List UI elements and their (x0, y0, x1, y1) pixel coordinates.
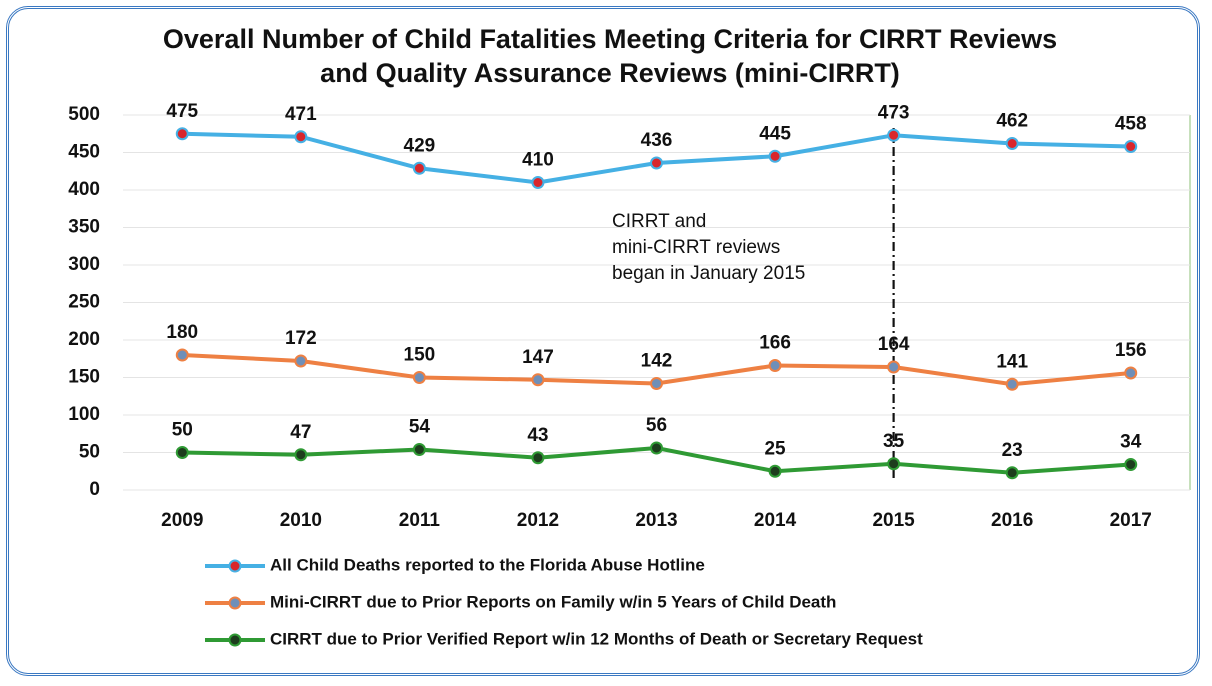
y-tick-label: 450 (68, 142, 100, 163)
y-tick-label: 200 (68, 329, 100, 350)
y-tick-label: 300 (68, 254, 100, 275)
chart-title: Overall Number of Child Fatalities Meeti… (162, 24, 1058, 88)
data-point (887, 457, 901, 471)
data-point (412, 371, 426, 384)
data-label: 43 (527, 425, 548, 446)
data-label: 34 (1120, 432, 1142, 453)
x-tick-label: 2017 (1110, 510, 1152, 531)
data-label: 35 (883, 431, 905, 452)
legend-marker (228, 633, 242, 647)
data-point (175, 127, 189, 141)
data-label: 410 (522, 150, 554, 171)
data-point (294, 448, 308, 462)
data-label: 458 (1115, 114, 1147, 135)
y-tick-label: 250 (68, 292, 100, 313)
data-label: 172 (285, 328, 317, 349)
data-label: 436 (641, 130, 673, 151)
data-label: 445 (759, 123, 791, 144)
data-label: 156 (1115, 340, 1147, 361)
data-point (887, 360, 901, 374)
legend-label: CIRRT due to Prior Verified Report w/in … (270, 629, 923, 648)
data-label: 475 (166, 101, 198, 122)
x-tick-label: 2010 (280, 510, 322, 531)
legend-marker (228, 596, 242, 610)
data-label: 141 (996, 351, 1028, 372)
data-point (768, 359, 782, 372)
annotation: CIRRT and (612, 211, 706, 232)
data-label: 462 (996, 111, 1028, 132)
data-point (1124, 366, 1138, 380)
x-tick-label: 2014 (754, 510, 797, 531)
annotation: mini-CIRRT reviews (612, 237, 780, 258)
x-tick-label: 2012 (517, 510, 559, 531)
data-point (1005, 466, 1019, 480)
data-label: 54 (409, 417, 431, 438)
frame (6, 6, 1200, 676)
data-label: 471 (285, 104, 317, 125)
data-point (650, 377, 663, 390)
data-label: 147 (522, 347, 554, 368)
x-tick-label: 2011 (399, 510, 441, 531)
data-point (294, 354, 308, 368)
y-tick-label: 50 (79, 442, 100, 463)
data-point (1124, 458, 1138, 471)
y-tick-label: 100 (68, 404, 100, 425)
data-label: 142 (641, 351, 673, 372)
data-point (650, 156, 663, 170)
data-point (1005, 137, 1019, 150)
y-tick-label: 350 (68, 217, 100, 238)
data-label: 429 (404, 135, 436, 156)
data-point (531, 451, 545, 465)
data-point (531, 176, 545, 189)
data-label: 23 (1002, 440, 1023, 461)
data-point (768, 149, 782, 163)
data-point (768, 464, 782, 478)
x-tick-label: 2009 (161, 510, 203, 531)
data-point (1124, 140, 1138, 153)
y-tick-label: 500 (68, 104, 100, 125)
data-point (412, 443, 426, 456)
data-label: 56 (646, 415, 667, 436)
data-label: 150 (404, 345, 436, 366)
y-tick-label: 0 (89, 479, 100, 500)
y-tick-label: 400 (68, 179, 100, 200)
data-label: 50 (172, 420, 193, 441)
data-point (531, 373, 545, 387)
data-label: 180 (166, 322, 198, 343)
x-tick-label: 2015 (872, 510, 915, 531)
annotation: began in January 2015 (612, 263, 805, 284)
data-point (887, 128, 901, 142)
data-label: 166 (759, 333, 791, 354)
x-tick-label: 2016 (991, 510, 1033, 531)
data-point (1005, 377, 1019, 391)
data-label: 473 (878, 102, 910, 123)
data-label: 25 (764, 438, 786, 459)
data-point (650, 441, 663, 455)
legend-label: All Child Deaths reported to the Florida… (270, 555, 705, 574)
legend-marker (228, 559, 242, 573)
legend-label: Mini-CIRRT due to Prior Reports on Famil… (270, 592, 836, 611)
data-point (412, 161, 426, 175)
data-label: 164 (878, 334, 910, 355)
x-tick-label: 2013 (635, 510, 677, 531)
y-tick-label: 150 (68, 367, 100, 388)
data-label: 47 (290, 422, 311, 443)
data-point (175, 348, 189, 362)
data-point (294, 130, 308, 144)
data-point (175, 446, 189, 459)
